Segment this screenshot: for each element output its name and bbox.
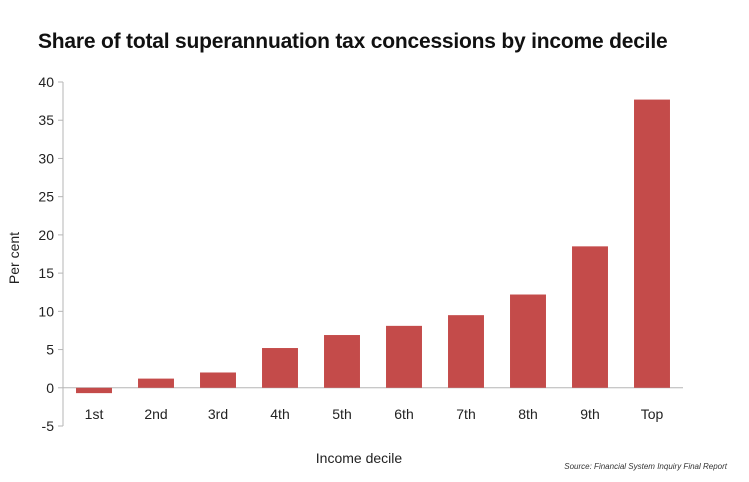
y-tick-label: 15 [38,265,54,281]
y-tick-label: 35 [38,112,54,128]
x-tick-label: Top [641,406,664,422]
bar-7th [448,315,484,388]
bar-6th [386,325,422,388]
y-tick-label: 5 [46,342,54,358]
source-note: Source: Financial System Inquiry Final R… [564,462,727,471]
x-tick-labels: 1st 2nd 3rd 4th 5th 6th 7th 8th 9th Top [85,406,664,422]
x-tick-label: 8th [518,406,537,422]
chart-title: Share of total superannuation tax conces… [38,30,668,53]
y-tick-label: -5 [42,418,55,434]
bar-1st [76,387,112,394]
bar-8th [510,294,546,388]
x-tick-label: 4th [270,406,289,422]
chart-bars [76,99,670,394]
bar-3rd [200,372,236,388]
x-tick-label: 6th [394,406,413,422]
y-axis-label: Per cent [6,232,22,284]
y-tick-label: 25 [38,189,54,205]
x-tick-label: 1st [85,406,104,422]
x-tick-label: 7th [456,406,475,422]
x-tick-label: 5th [332,406,351,422]
y-tick-label: 20 [38,227,54,243]
bar-4th [262,348,298,388]
x-tick-label: 9th [580,406,599,422]
bar-2nd [138,378,174,388]
x-axis-label: Income decile [316,450,403,466]
bar-top [634,99,670,388]
y-tick-label: 40 [38,74,54,90]
y-tick-label: 10 [38,303,54,319]
y-tick-labels: -5 0 5 10 15 20 25 30 35 40 [38,74,54,434]
x-tick-label: 2nd [144,406,167,422]
x-tick-label: 3rd [208,406,228,422]
y-tick-label: 0 [46,380,54,396]
bar-5th [324,335,360,388]
y-tick-label: 30 [38,150,54,166]
bar-9th [572,246,608,388]
